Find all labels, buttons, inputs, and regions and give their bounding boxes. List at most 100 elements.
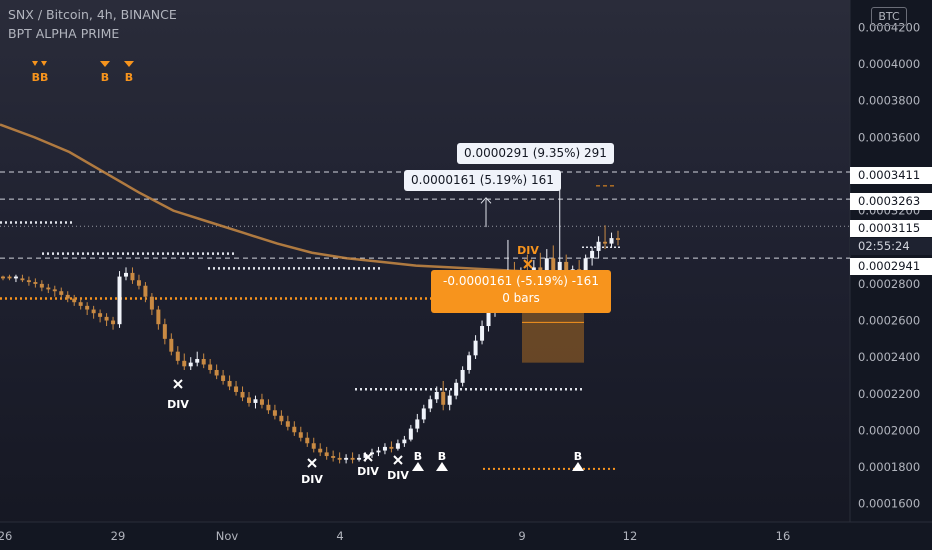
candle-body bbox=[130, 272, 135, 281]
candle-body bbox=[428, 399, 433, 409]
candle-body bbox=[253, 399, 258, 403]
candle-body bbox=[402, 439, 407, 444]
candle-body bbox=[13, 276, 18, 279]
measure-tooltip-1: 0.0000161 (5.19%) 161 bbox=[404, 170, 561, 191]
time-tick-label: 26 bbox=[0, 529, 12, 543]
buy-marker-label: B bbox=[574, 450, 582, 463]
buy-marker-triangle bbox=[572, 462, 584, 471]
candle-body bbox=[175, 351, 180, 361]
candle-body bbox=[480, 326, 485, 341]
candle-body bbox=[234, 386, 239, 392]
div-label: DIV bbox=[517, 244, 539, 257]
candle-body bbox=[65, 294, 70, 299]
candle-body bbox=[473, 340, 478, 356]
price-tag: 0.0003115 bbox=[850, 220, 932, 237]
price-tag: 0.0003411 bbox=[850, 167, 932, 184]
time-tick-label: 9 bbox=[518, 529, 525, 543]
div-label: DIV bbox=[387, 469, 409, 482]
buy-marker-triangle bbox=[436, 462, 448, 471]
candle-body bbox=[266, 404, 271, 411]
div-cross bbox=[363, 452, 373, 462]
price-tick-label: 0.0001800 bbox=[858, 460, 920, 474]
candle-body bbox=[389, 446, 394, 449]
candle-body bbox=[46, 287, 51, 290]
measure-zone bbox=[522, 311, 584, 363]
price-tick-label: 0.0002400 bbox=[858, 350, 920, 364]
candle-body bbox=[376, 450, 381, 453]
candle-body bbox=[195, 358, 200, 363]
candle-body bbox=[331, 456, 336, 458]
candle-body bbox=[408, 428, 413, 440]
candle-body bbox=[91, 309, 96, 314]
candle-body bbox=[117, 276, 122, 325]
candle-body bbox=[143, 285, 148, 297]
indicator-name: BPT ALPHA PRIME bbox=[8, 26, 120, 41]
div-cross bbox=[173, 379, 183, 389]
candle-body bbox=[221, 375, 226, 381]
time-tick-label: 4 bbox=[336, 529, 343, 543]
candle-body bbox=[1, 276, 5, 279]
sell-marker-label: BB bbox=[32, 71, 49, 84]
candle-body bbox=[59, 291, 64, 295]
candle-body bbox=[557, 261, 562, 272]
price-tick-label: 0.0002800 bbox=[858, 277, 920, 291]
candle-body bbox=[52, 289, 57, 292]
candle-body bbox=[616, 238, 620, 240]
div-label: DIV bbox=[357, 465, 379, 478]
candle-body bbox=[454, 382, 459, 396]
candle-body bbox=[551, 258, 556, 272]
candle-body bbox=[247, 397, 251, 403]
candle-body bbox=[169, 338, 174, 352]
candle-body bbox=[214, 369, 219, 376]
candle-body bbox=[324, 452, 329, 457]
candle-body bbox=[460, 369, 465, 383]
candle-body bbox=[188, 362, 193, 367]
candle-body bbox=[26, 280, 31, 283]
candle-body bbox=[259, 399, 264, 405]
candle-body bbox=[149, 296, 154, 310]
candle-body bbox=[486, 311, 491, 327]
candle-body bbox=[544, 258, 549, 277]
moving-average-line bbox=[0, 123, 521, 273]
candle-body bbox=[382, 446, 387, 451]
candle-body bbox=[20, 278, 25, 281]
countdown-tag: 02:55:24 bbox=[850, 238, 932, 255]
candle-body bbox=[564, 261, 569, 277]
candle-body bbox=[98, 313, 103, 317]
candle-body bbox=[7, 276, 12, 279]
measure-tooltip-2: 0.0000291 (9.35%) 291 bbox=[457, 143, 614, 164]
candle-body bbox=[240, 391, 245, 398]
candle-body bbox=[78, 302, 83, 306]
price-tick-label: 0.0003600 bbox=[858, 130, 920, 144]
candle-body bbox=[182, 360, 187, 367]
time-axis-panel bbox=[0, 522, 932, 550]
candle-body bbox=[357, 457, 362, 460]
candle-body bbox=[344, 457, 349, 460]
candle-body bbox=[227, 380, 232, 387]
candle-body bbox=[318, 448, 323, 453]
price-tick-label: 0.0002000 bbox=[858, 423, 920, 437]
sell-marker-label: B bbox=[125, 71, 133, 84]
time-tick-label: 29 bbox=[111, 529, 126, 543]
buy-marker-label: B bbox=[414, 450, 422, 463]
measure-box[interactable]: -0.0000161 (-5.19%) -161 0 bars bbox=[431, 270, 611, 313]
price-tick-label: 0.0001600 bbox=[858, 497, 920, 511]
candle-body bbox=[33, 282, 38, 284]
candle-body bbox=[208, 364, 213, 370]
candle-body bbox=[609, 238, 614, 244]
sell-marker-triangle bbox=[100, 61, 110, 67]
candle-body bbox=[350, 457, 355, 460]
measure-box-bars: 0 bars bbox=[502, 291, 540, 305]
candle-body bbox=[292, 426, 297, 433]
symbol-title: SNX / Bitcoin, 4h, BINANCE bbox=[8, 7, 177, 22]
candle-body bbox=[590, 250, 595, 259]
candle-body bbox=[363, 454, 368, 458]
candle-body bbox=[337, 457, 342, 460]
candle-body bbox=[421, 408, 426, 420]
candle-body bbox=[39, 283, 44, 288]
candle-body bbox=[305, 437, 310, 444]
currency-button[interactable]: BTC bbox=[871, 7, 907, 26]
candle-body bbox=[467, 355, 472, 370]
